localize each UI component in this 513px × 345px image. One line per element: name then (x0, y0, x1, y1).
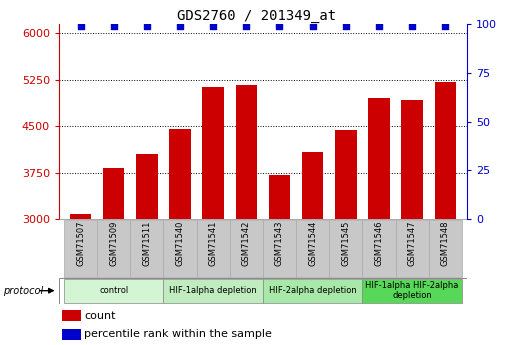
Bar (136, 154, 157, 219)
FancyBboxPatch shape (429, 220, 462, 277)
Point (110, 23, 118, 29)
Text: GSM71542: GSM71542 (242, 221, 251, 266)
Text: GSM71546: GSM71546 (374, 221, 383, 266)
Text: GDS2760 / 201349_at: GDS2760 / 201349_at (177, 9, 336, 23)
FancyBboxPatch shape (362, 220, 396, 277)
Text: HIF-1alpha HIF-2alpha
depletion: HIF-1alpha HIF-2alpha depletion (365, 281, 459, 300)
Bar (335, 130, 357, 219)
Text: protocol: protocol (3, 286, 43, 296)
Bar (302, 152, 323, 219)
Bar (435, 82, 456, 219)
FancyBboxPatch shape (164, 279, 263, 303)
Point (275, 23, 284, 29)
Text: GSM71540: GSM71540 (175, 221, 185, 266)
Bar (203, 87, 224, 219)
Text: GSM71544: GSM71544 (308, 221, 317, 266)
Text: GSM71507: GSM71507 (76, 221, 85, 266)
Bar (269, 175, 290, 219)
Point (342, 23, 350, 29)
Point (242, 23, 250, 29)
FancyBboxPatch shape (296, 220, 329, 277)
Text: GSM71548: GSM71548 (441, 221, 450, 266)
Bar (62, 329, 82, 339)
FancyBboxPatch shape (164, 220, 196, 277)
Text: GSM71547: GSM71547 (408, 221, 417, 266)
FancyBboxPatch shape (59, 278, 467, 304)
FancyBboxPatch shape (64, 220, 97, 277)
Bar (368, 98, 390, 219)
Point (176, 23, 184, 29)
Point (76, 23, 85, 29)
Text: control: control (99, 286, 128, 295)
Bar (169, 129, 191, 219)
Text: count: count (85, 311, 116, 321)
FancyBboxPatch shape (329, 220, 362, 277)
FancyBboxPatch shape (263, 279, 362, 303)
FancyBboxPatch shape (396, 220, 429, 277)
FancyBboxPatch shape (130, 220, 164, 277)
Point (209, 23, 218, 29)
Text: GSM71511: GSM71511 (143, 221, 151, 266)
Point (308, 23, 317, 29)
Text: percentile rank within the sample: percentile rank within the sample (85, 329, 272, 339)
Text: GSM71545: GSM71545 (341, 221, 350, 266)
FancyBboxPatch shape (362, 279, 462, 303)
Point (375, 23, 383, 29)
FancyBboxPatch shape (64, 279, 164, 303)
Bar (235, 86, 257, 219)
Bar (70, 214, 91, 219)
FancyBboxPatch shape (230, 220, 263, 277)
Bar (103, 168, 125, 219)
Point (441, 23, 449, 29)
Bar (401, 100, 423, 219)
FancyBboxPatch shape (196, 220, 230, 277)
Text: GSM71541: GSM71541 (209, 221, 218, 266)
FancyBboxPatch shape (97, 220, 130, 277)
Point (143, 23, 151, 29)
Text: HIF-2alpha depletion: HIF-2alpha depletion (269, 286, 357, 295)
FancyBboxPatch shape (263, 220, 296, 277)
Text: GSM71509: GSM71509 (109, 221, 118, 266)
Bar (62, 310, 82, 321)
Text: HIF-1alpha depletion: HIF-1alpha depletion (169, 286, 257, 295)
Text: GSM71543: GSM71543 (275, 221, 284, 266)
Point (408, 23, 416, 29)
